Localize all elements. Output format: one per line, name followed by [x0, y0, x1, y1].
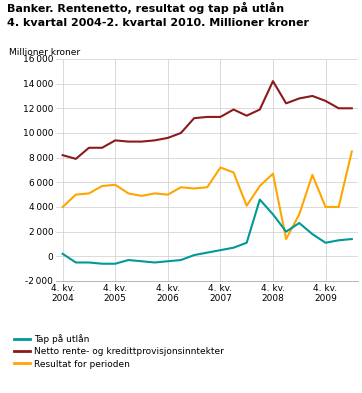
Text: 4. kvartal 2004-2. kvartal 2010. Millioner kroner: 4. kvartal 2004-2. kvartal 2010. Million…	[7, 18, 309, 28]
Text: Banker. Rentenetto, resultat og tap på utlån: Banker. Rentenetto, resultat og tap på u…	[7, 2, 285, 14]
Text: Millioner kroner: Millioner kroner	[9, 48, 80, 57]
Legend: Tap på utlån, Netto rente- og kredittprovisjonsinntekter, Resultat for perioden: Tap på utlån, Netto rente- og kredittpro…	[14, 334, 223, 369]
